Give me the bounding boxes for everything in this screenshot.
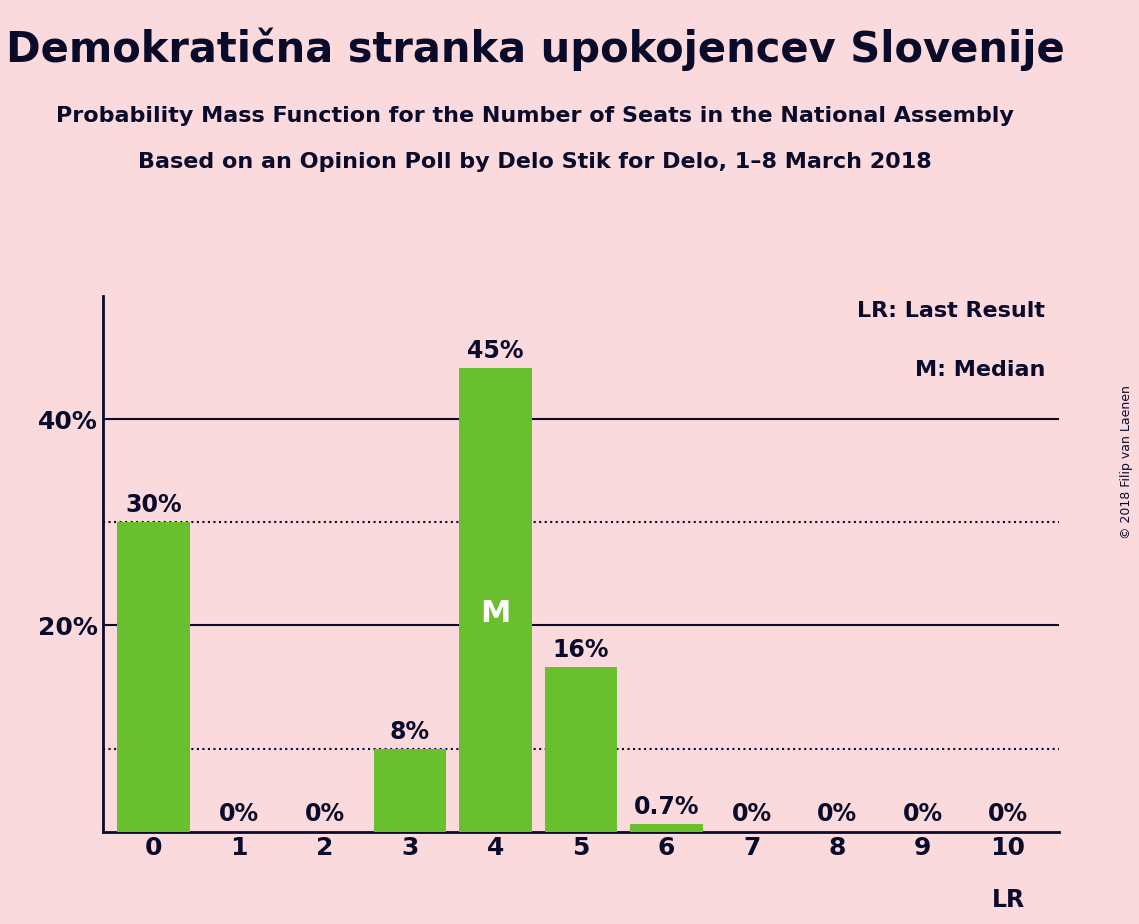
Text: 0%: 0% [304,802,345,826]
Text: © 2018 Filip van Laenen: © 2018 Filip van Laenen [1121,385,1133,539]
Text: 16%: 16% [552,638,609,662]
Text: M: Median: M: Median [915,360,1044,380]
Text: LR: LR [991,888,1025,912]
Text: LR: Last Result: LR: Last Result [857,301,1044,321]
Text: M: M [481,599,510,628]
Bar [374,749,446,832]
Text: 0%: 0% [219,802,260,826]
Bar [630,824,703,832]
Text: 0%: 0% [988,802,1029,826]
Bar [459,368,532,832]
Bar [544,667,617,832]
Text: Demokratična stranka upokojencev Slovenije: Demokratična stranka upokojencev Sloveni… [6,28,1065,71]
Bar [117,522,190,832]
Text: 30%: 30% [125,493,182,517]
Text: 45%: 45% [467,339,524,363]
Text: Probability Mass Function for the Number of Seats in the National Assembly: Probability Mass Function for the Number… [57,106,1014,127]
Text: 0%: 0% [731,802,772,826]
Text: 0.7%: 0.7% [633,796,699,820]
Text: 0%: 0% [817,802,858,826]
Text: 0%: 0% [902,802,943,826]
Text: 8%: 8% [390,720,431,744]
Text: Based on an Opinion Poll by Delo Stik for Delo, 1–8 March 2018: Based on an Opinion Poll by Delo Stik fo… [139,152,932,173]
